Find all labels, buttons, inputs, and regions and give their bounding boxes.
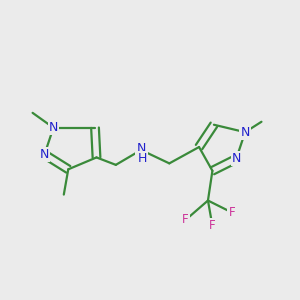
Text: F: F [182,213,189,226]
Text: N: N [40,148,49,161]
Text: N: N [240,126,250,139]
Text: N: N [136,142,146,155]
Text: H: H [138,152,147,165]
Text: N: N [49,121,58,134]
Text: F: F [228,206,235,219]
Text: F: F [209,219,216,232]
Text: N: N [232,152,241,165]
